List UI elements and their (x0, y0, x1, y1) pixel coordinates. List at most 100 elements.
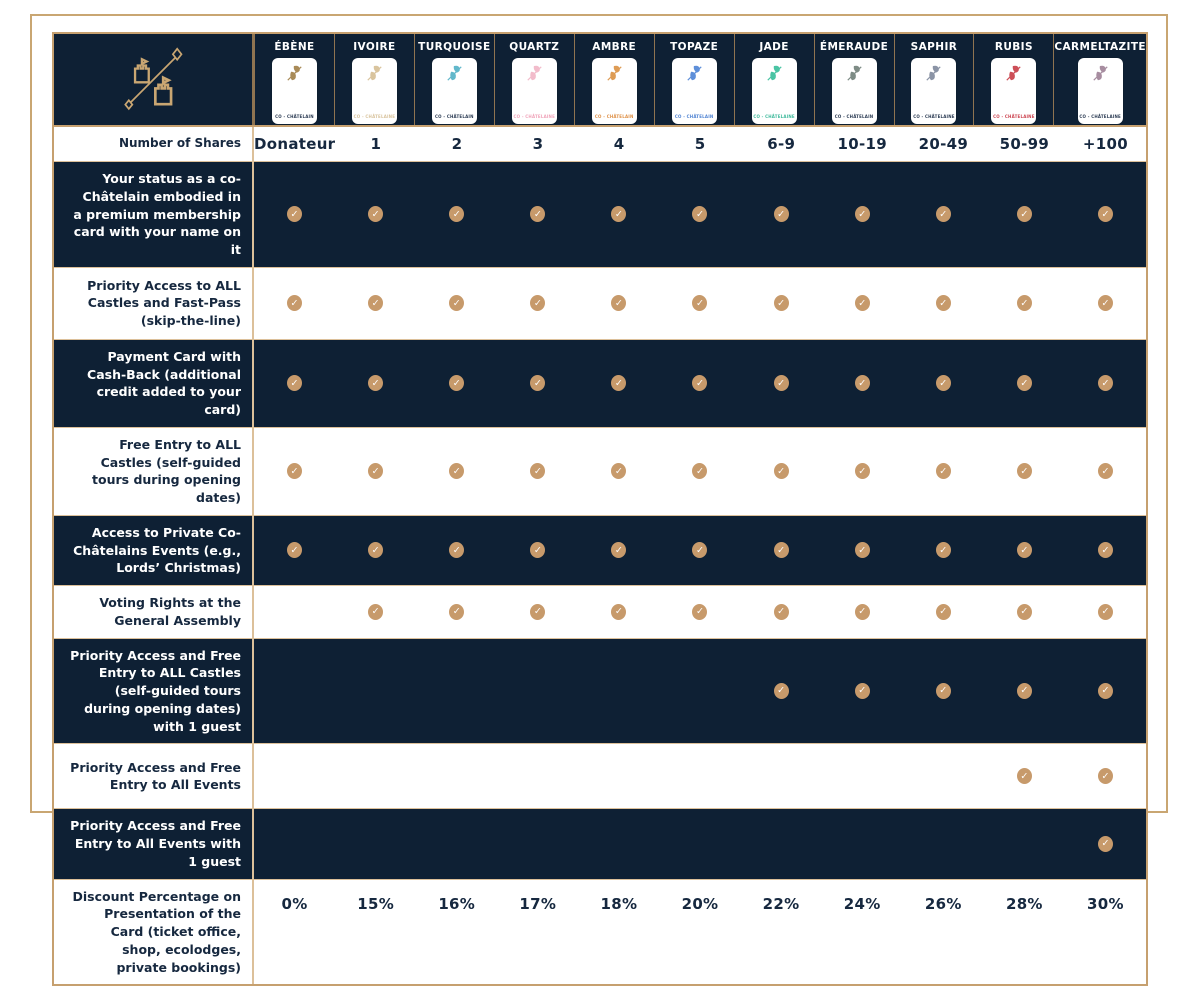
check-icon: ✓ (1016, 768, 1032, 785)
benefit-cell: ✓ (254, 268, 335, 339)
check-icon: ✓ (287, 463, 303, 480)
shares-value: 2 (451, 135, 463, 153)
benefit-cell: ✓ (741, 162, 822, 267)
shares-value: +100 (1082, 135, 1128, 153)
card-crest (285, 64, 304, 83)
shares-value: 3 (532, 135, 544, 153)
check-icon: ✓ (773, 206, 789, 223)
card-crest (525, 64, 544, 83)
benefit-cell: ✓ (741, 340, 822, 427)
tier-header-1: IVOIRE CO - CHÂTELAINE (333, 34, 414, 125)
benefit-cell: ✓ (741, 516, 822, 585)
check-icon: ✓ (611, 375, 627, 392)
benefit-cell: ✓ (416, 516, 497, 585)
tier-header-8: SAPHIR CO - CHÂTELAINE (893, 34, 974, 125)
benefit-cell: ✓ (335, 340, 416, 427)
discount-row: Discount Percentage on Presentation of t… (54, 879, 1146, 985)
benefit-cell: ✓ (416, 586, 497, 638)
check-icon: ✓ (935, 542, 951, 559)
check-icon: ✓ (530, 206, 546, 223)
check-icon: ✓ (449, 375, 465, 392)
benefit-cell: ✓ (416, 428, 497, 515)
check-icon: ✓ (773, 603, 789, 620)
check-icon: ✓ (530, 375, 546, 392)
benefit-cell: ✓ (254, 162, 335, 267)
membership-card: CO - CHÂTELAINE (511, 58, 557, 124)
card-label: CO - CHÂTELAIN (435, 114, 474, 119)
check-icon: ✓ (854, 603, 870, 620)
tier-header-0: ÉBÈNE CO - CHÂTELAIN (254, 34, 334, 125)
card-crest-icon (687, 65, 702, 81)
benefit-cell: ✓ (1065, 809, 1146, 878)
card-crest (765, 64, 784, 83)
tier-name: QUARTZ (509, 41, 560, 53)
benefit-cell: ✓ (578, 162, 659, 267)
benefit-cell: ✓ (497, 516, 578, 585)
discount-value: 30% (1087, 894, 1124, 913)
benefit-cell: ✓ (659, 586, 740, 638)
benefit-cell: ✓ (822, 162, 903, 267)
benefit-row-5: Voting Rights at the General Assembly ✓ ✓ ✓… (54, 586, 1146, 639)
empty-cell (254, 744, 335, 808)
check-icon: ✓ (287, 542, 303, 559)
shares-value: Donateur (254, 135, 336, 153)
empty-cell (254, 639, 335, 744)
card-crest-icon (527, 65, 542, 81)
benefit-cell: ✓ (984, 586, 1065, 638)
benefit-cell: ✓ (984, 639, 1065, 744)
header-row: ÉBÈNE CO - CHÂTELAIN IVOIRE CO - CHÂTELAINE… (54, 34, 1146, 127)
tier-name: TURQUOISE (418, 41, 491, 53)
empty-cell (335, 809, 416, 878)
check-icon: ✓ (773, 375, 789, 392)
benefit-cell: ✓ (984, 268, 1065, 339)
empty-cell (578, 809, 659, 878)
benefit-cell: ✓ (903, 268, 984, 339)
check-icon: ✓ (449, 603, 465, 620)
card-crest-icon (607, 65, 622, 81)
benefit-cell: ✓ (984, 744, 1065, 808)
benefit-cell: ✓ (822, 586, 903, 638)
benefit-cell: ✓ (497, 428, 578, 515)
benefit-label: Free Entry to ALL Castles (self-guided t… (54, 427, 254, 515)
check-icon: ✓ (368, 603, 384, 620)
empty-cell (497, 744, 578, 808)
check-icon: ✓ (1016, 295, 1032, 312)
card-crest-icon (926, 65, 942, 81)
check-icon: ✓ (773, 295, 789, 312)
check-icon: ✓ (692, 542, 708, 559)
card-label: CO - CHÂTELAINE (753, 114, 795, 119)
benefit-cell: ✓ (822, 639, 903, 744)
empty-cell (659, 639, 740, 744)
benefit-row-3: Free Entry to ALL Castles (self-guided t… (54, 427, 1146, 516)
benefit-cell: ✓ (741, 586, 822, 638)
benefit-row-4: Access to Private Co-Châtelains Events (… (54, 515, 1146, 586)
benefit-row-7: Priority Access and Free Entry to All Ev… (54, 744, 1146, 810)
check-icon: ✓ (1097, 835, 1113, 852)
empty-cell (984, 809, 1065, 878)
tier-header-9: RUBIS CO - CHÂTELAINE (973, 34, 1053, 125)
card-label: CO - CHÂTELAINE (993, 114, 1035, 119)
check-icon: ✓ (611, 463, 627, 480)
tier-name: TOPAZE (670, 41, 719, 53)
tier-name: ÉBÈNE (274, 41, 315, 53)
card-crest-icon (367, 65, 382, 81)
benefit-cell: ✓ (335, 428, 416, 515)
tier-header-10: CARMELTAZITE CO - CHÂTELAINE (1053, 34, 1146, 125)
tier-header-2: TURQUOISE CO - CHÂTELAIN (413, 34, 494, 125)
benefit-label: Access to Private Co-Châtelains Events (… (54, 515, 254, 585)
card-crest-icon (287, 65, 302, 81)
benefit-cell: ✓ (1065, 428, 1146, 515)
tier-header-6: JADE CO - CHÂTELAINE (733, 34, 814, 125)
card-label: CO - CHÂTELAIN (275, 114, 314, 119)
empty-cell (416, 639, 497, 744)
benefit-cell: ✓ (254, 428, 335, 515)
card-label: CO - CHÂTELAIN (594, 114, 634, 119)
check-icon: ✓ (1097, 463, 1113, 480)
benefit-cell: ✓ (659, 340, 740, 427)
benefit-cell: ✓ (822, 340, 903, 427)
check-icon: ✓ (1016, 542, 1032, 559)
check-icon: ✓ (287, 295, 303, 312)
tier-name: SAPHIR (910, 41, 958, 53)
card-crest (1004, 64, 1023, 83)
check-icon: ✓ (1097, 206, 1113, 223)
